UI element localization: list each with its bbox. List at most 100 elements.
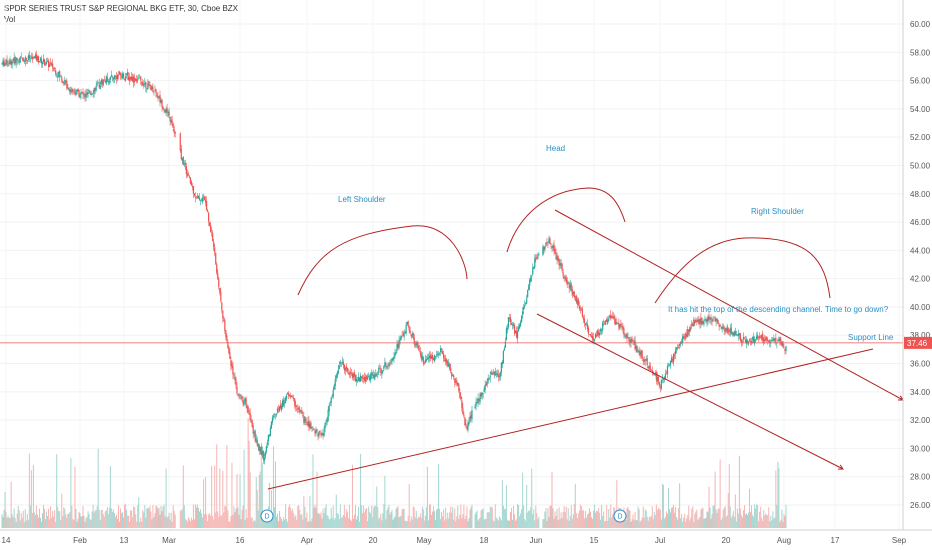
volume-bar (739, 508, 741, 528)
candle-body (547, 244, 549, 246)
volume-bar (320, 512, 322, 528)
x-tick-label: Mar (162, 536, 176, 545)
candle-body (189, 177, 191, 184)
candle-body (300, 411, 302, 413)
volume-bar (675, 506, 677, 528)
volume-bar (561, 518, 563, 528)
candle-body (636, 346, 638, 353)
candle-body (606, 319, 608, 322)
candle-body (423, 362, 425, 364)
volume-bar (465, 515, 467, 528)
volume-bar (498, 516, 500, 528)
candle-body (602, 322, 604, 330)
volume-bar (746, 515, 748, 528)
volume-bar (595, 512, 597, 528)
candle-body (61, 77, 63, 81)
volume-bar (694, 513, 696, 528)
candle-body (97, 81, 99, 83)
volume-bar (130, 510, 132, 528)
volume-bar (257, 510, 259, 528)
volume-bar (96, 506, 98, 528)
volume-bar (403, 508, 405, 528)
candle-body (422, 357, 424, 364)
candle-body (196, 196, 199, 199)
volume-bar (420, 517, 422, 528)
volume-bar (33, 512, 35, 528)
candle-body (734, 330, 736, 335)
volume-bar (715, 509, 717, 528)
volume-bar (648, 516, 650, 528)
candle-body (348, 372, 351, 375)
candle-body (400, 336, 402, 341)
volume-bar (501, 480, 503, 528)
candle-body (633, 341, 635, 343)
volume-bar (247, 417, 249, 528)
volume-bar (37, 517, 39, 528)
volume-label[interactable]: Vol (4, 15, 16, 24)
volume-bar (348, 504, 350, 528)
volume-bar (215, 512, 217, 528)
candle-body (169, 117, 171, 122)
volume-bar (46, 511, 48, 528)
candle-body (157, 96, 159, 99)
volume-bar (424, 515, 426, 528)
candle-body (85, 93, 87, 98)
volume-bar (140, 517, 142, 528)
volume-bar (264, 519, 266, 528)
symbol-title[interactable]: SPDR SERIES TRUST S&P REGIONAL BKG ETF, … (4, 4, 239, 13)
volume-bar (321, 518, 323, 528)
candle-body (736, 334, 738, 336)
candle-body (599, 332, 601, 336)
candle-body (158, 96, 160, 98)
candle-body (215, 252, 217, 264)
volume-bar (218, 517, 220, 528)
volume-bar (766, 515, 768, 528)
candle-body (340, 362, 342, 363)
price-axis[interactable]: 60.0058.0056.0054.0052.0050.0048.0046.00… (902, 0, 932, 530)
volume-bar (696, 509, 698, 528)
candle-body (2, 60, 4, 65)
candle-body (179, 133, 181, 151)
volume-bar (174, 514, 176, 528)
volume-bar (62, 516, 64, 528)
candle-body (49, 64, 51, 67)
volume-bar (330, 508, 332, 528)
candle-body (753, 339, 756, 344)
volume-bar (489, 506, 491, 528)
volume-bar (269, 518, 271, 528)
volume-bar (758, 521, 760, 528)
lower-channel-line (536, 313, 844, 470)
candle-body (335, 376, 337, 379)
candle-body (392, 357, 394, 361)
volume-bar (548, 516, 550, 528)
volume-bar (342, 515, 344, 528)
volume-bar (571, 518, 573, 528)
volume-bar (727, 492, 729, 528)
volume-bar (411, 519, 413, 528)
candle-body (6, 60, 8, 65)
volume-bar (384, 475, 386, 528)
candle-body (775, 337, 777, 343)
candle-body (367, 376, 369, 380)
candle-body (499, 372, 501, 377)
candle-body (443, 353, 445, 359)
candle-body (304, 419, 306, 422)
volume-bar (543, 519, 545, 528)
volume-bar (235, 508, 237, 528)
candle-body (455, 381, 457, 382)
volume-bar (369, 511, 371, 528)
volume-bar (748, 512, 750, 528)
volume-bar (100, 509, 102, 528)
time-axis[interactable]: 14 Feb 13 Mar 16 Apr 20 May 18 Jun 15 Jul 20 Aug 17 Sep (0, 529, 932, 545)
volume-bar (325, 504, 327, 528)
volume-bar (163, 504, 165, 528)
volume-bar (736, 508, 738, 528)
candle-body (270, 421, 273, 429)
volume-bar (437, 508, 439, 528)
volume-bar (234, 512, 236, 528)
candle-body (550, 243, 552, 245)
volume-bar (114, 516, 116, 528)
volume-bar (422, 509, 424, 528)
